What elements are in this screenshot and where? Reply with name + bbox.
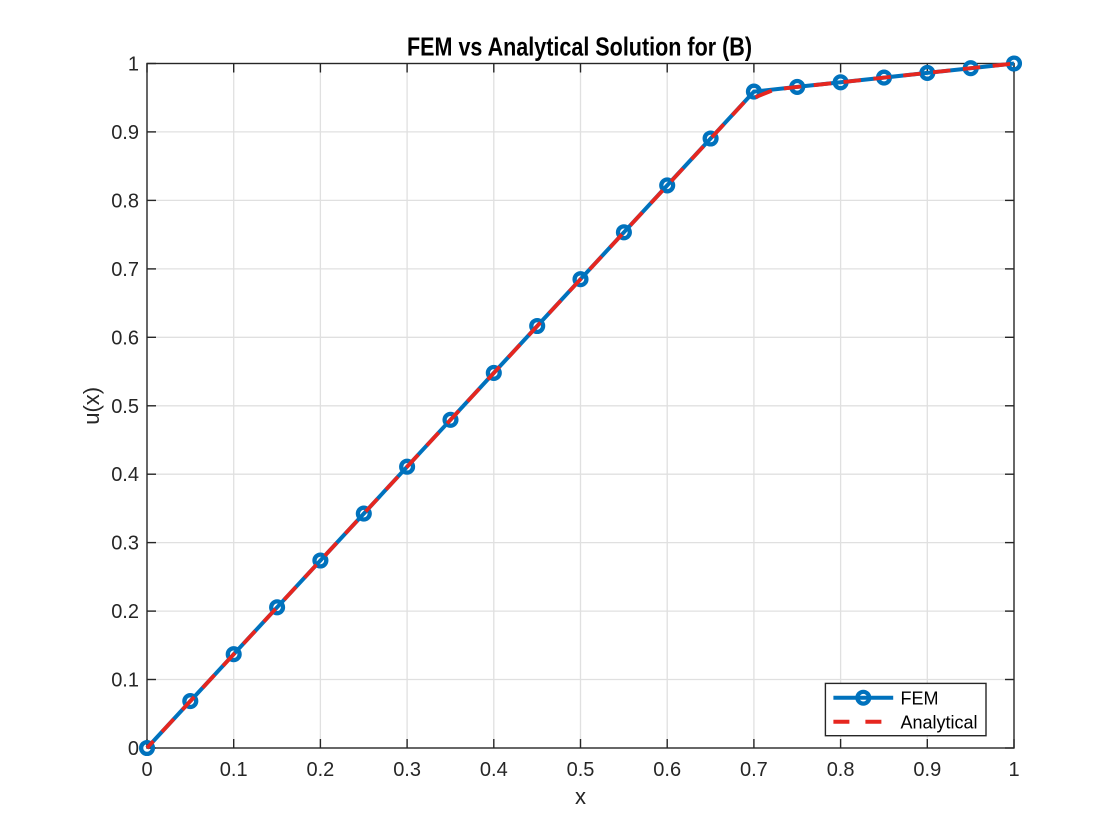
svg-text:0.1: 0.1 [220, 759, 248, 781]
svg-text:0.7: 0.7 [740, 759, 768, 781]
svg-text:0.9: 0.9 [913, 759, 941, 781]
svg-text:FEM: FEM [901, 688, 939, 708]
svg-text:0.5: 0.5 [567, 759, 595, 781]
svg-text:FEM vs Analytical Solution for: FEM vs Analytical Solution for (B) [407, 31, 752, 61]
svg-text:0.4: 0.4 [111, 464, 139, 486]
svg-text:0.3: 0.3 [393, 759, 421, 781]
svg-text:0.6: 0.6 [111, 327, 139, 349]
svg-text:0: 0 [141, 759, 152, 781]
svg-text:0.8: 0.8 [827, 759, 855, 781]
svg-text:0.8: 0.8 [111, 190, 139, 212]
svg-text:0.5: 0.5 [111, 396, 139, 418]
svg-text:0: 0 [128, 738, 139, 760]
svg-text:0.9: 0.9 [111, 122, 139, 144]
svg-text:0.2: 0.2 [306, 759, 334, 781]
svg-text:x: x [575, 784, 586, 809]
svg-text:u(x): u(x) [79, 387, 104, 425]
svg-text:0.4: 0.4 [480, 759, 508, 781]
svg-text:0.2: 0.2 [111, 601, 139, 623]
svg-text:0.7: 0.7 [111, 259, 139, 281]
svg-text:0.3: 0.3 [111, 533, 139, 555]
svg-text:0.1: 0.1 [111, 670, 139, 692]
svg-text:0.6: 0.6 [653, 759, 681, 781]
svg-text:Analytical: Analytical [901, 712, 978, 732]
svg-text:1: 1 [1008, 759, 1019, 781]
svg-text:1: 1 [128, 54, 139, 76]
